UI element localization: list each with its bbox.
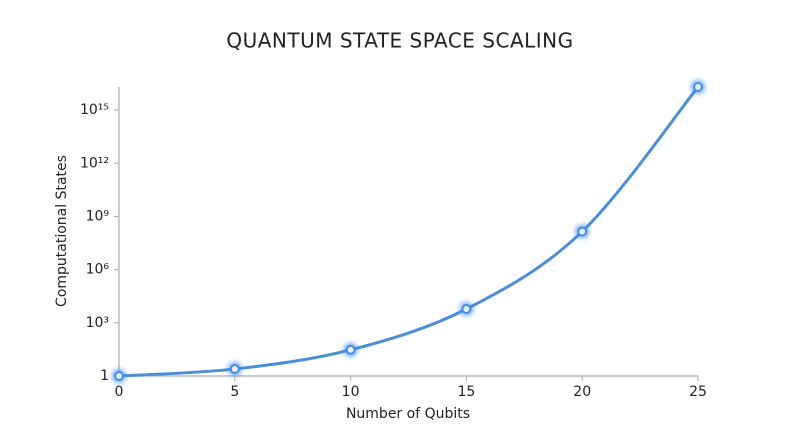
point bbox=[114, 371, 124, 381]
y-axis-label: Computational States bbox=[54, 155, 70, 307]
series-line bbox=[118, 86, 700, 378]
x-tick-label: 5 bbox=[230, 384, 239, 400]
y-tick-label: 10⁶ bbox=[86, 262, 110, 278]
y-tick-label: 10³ bbox=[86, 315, 109, 331]
x-tick-label: 0 bbox=[115, 384, 124, 400]
x-tick-label: 15 bbox=[457, 384, 475, 400]
y-tick-label: 1 bbox=[100, 368, 109, 384]
y-tick-label: 10¹² bbox=[80, 155, 109, 171]
x-axis-label: Number of Qubits bbox=[346, 406, 470, 422]
point bbox=[461, 304, 472, 315]
point bbox=[229, 363, 240, 374]
y-tick-label: 10¹⁵ bbox=[80, 102, 109, 118]
point bbox=[345, 344, 356, 355]
y-tick-label: 10⁹ bbox=[86, 208, 110, 224]
point bbox=[577, 226, 588, 237]
chart-title: QUANTUM STATE SPACE SCALING bbox=[226, 29, 573, 53]
x-tick-label: 10 bbox=[342, 384, 360, 400]
point bbox=[693, 82, 703, 92]
x-tick-label: 25 bbox=[689, 384, 707, 400]
x-tick-label: 20 bbox=[573, 384, 591, 400]
